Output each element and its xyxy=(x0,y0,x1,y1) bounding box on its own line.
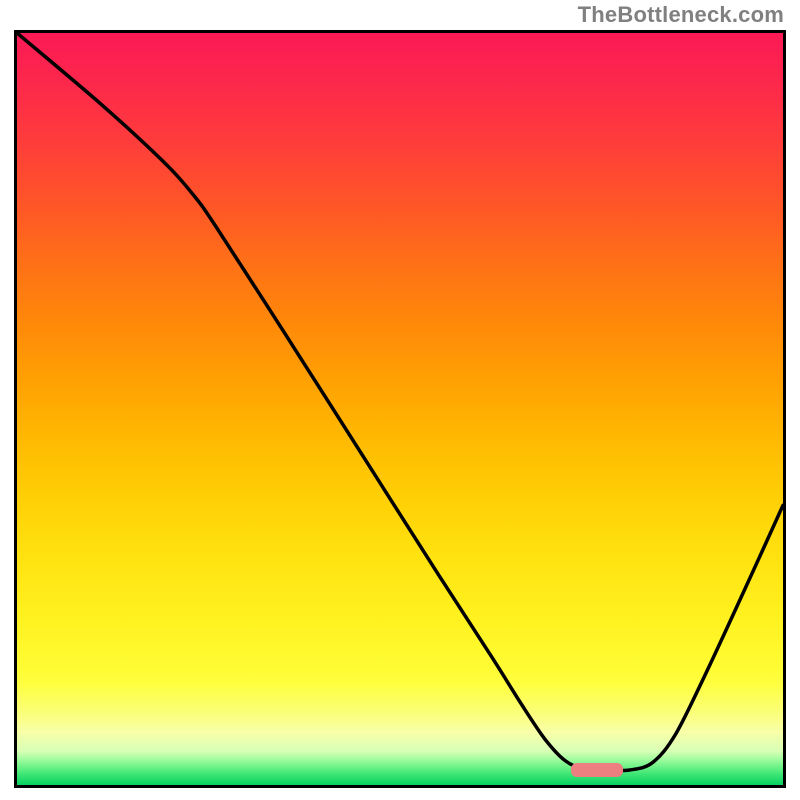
bottleneck-curve xyxy=(17,33,783,771)
watermark-text: TheBottleneck.com xyxy=(578,2,784,28)
optimal-marker xyxy=(571,763,623,777)
chart-plot-area xyxy=(14,30,786,788)
chart-line-svg xyxy=(17,33,783,785)
chart-background-gradient xyxy=(17,33,783,785)
